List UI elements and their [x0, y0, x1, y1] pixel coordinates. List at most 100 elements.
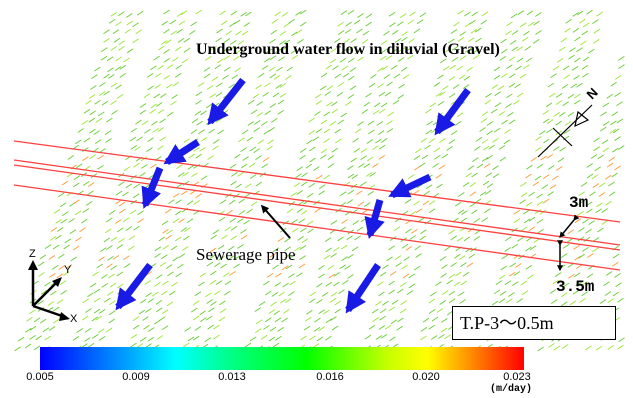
- velocity-vector: [215, 118, 223, 123]
- velocity-vector: [615, 75, 622, 80]
- velocity-vector: [404, 199, 412, 204]
- velocity-vector: [605, 271, 613, 276]
- velocity-vector: [254, 307, 262, 313]
- velocity-vector: [464, 11, 471, 17]
- velocity-vector: [456, 112, 464, 118]
- velocity-vector: [205, 315, 213, 321]
- velocity-vector: [527, 274, 534, 280]
- velocity-vector: [528, 216, 536, 222]
- velocity-vector: [215, 280, 223, 285]
- velocity-vector: [274, 317, 282, 323]
- velocity-vector: [48, 255, 56, 260]
- velocity-vector: [542, 110, 549, 115]
- velocity-vector: [339, 57, 347, 63]
- velocity-vector: [466, 66, 473, 72]
- velocity-vector: [256, 101, 264, 106]
- velocity-vector: [323, 128, 331, 134]
- velocity-vector: [380, 138, 388, 143]
- velocity-vector: [306, 220, 314, 226]
- velocity-vector: [154, 72, 162, 78]
- velocity-vector: [249, 174, 257, 179]
- velocity-vector: [392, 99, 400, 105]
- velocity-vector: [420, 335, 427, 341]
- velocity-vector: [49, 236, 57, 241]
- velocity-vector: [109, 282, 117, 288]
- velocity-vector: [154, 281, 161, 287]
- velocity-vector: [90, 85, 97, 90]
- velocity-vector: [213, 334, 220, 340]
- velocity-vector: [383, 30, 390, 36]
- velocity-vector: [446, 279, 453, 285]
- velocity-vector: [555, 120, 562, 126]
- velocity-vector: [25, 327, 32, 333]
- velocity-vector: [533, 20, 540, 26]
- velocity-vector: [197, 82, 205, 87]
- velocity-vector: [224, 226, 231, 232]
- velocity-vector: [403, 256, 411, 261]
- velocity-vector: [343, 38, 351, 44]
- velocity-vector: [229, 163, 237, 169]
- velocity-vector: [153, 55, 160, 61]
- velocity-vector: [321, 292, 329, 297]
- velocity-vector: [171, 94, 178, 99]
- velocity-vector: [228, 245, 235, 251]
- velocity-vector: [137, 210, 144, 216]
- velocity-vector: [401, 31, 408, 37]
- velocity-vector: [295, 29, 303, 35]
- velocity-vector: [132, 193, 140, 199]
- velocity-vector: [275, 335, 282, 341]
- velocity-vector: [62, 271, 70, 276]
- velocity-vector: [525, 246, 532, 252]
- velocity-vector: [316, 336, 324, 342]
- velocity-vector: [281, 265, 289, 271]
- velocity-vector: [399, 308, 407, 314]
- velocity-vector: [323, 174, 330, 180]
- velocity-vector: [243, 22, 251, 27]
- velocity-vector: [314, 317, 321, 323]
- velocity-vector: [522, 209, 530, 215]
- velocity-vector: [458, 192, 465, 197]
- velocity-vector: [318, 265, 325, 270]
- velocity-vector: [210, 247, 217, 253]
- axes-triad-icon: [28, 260, 70, 321]
- velocity-vector: [586, 9, 593, 15]
- velocity-vector: [182, 171, 189, 177]
- velocity-vector: [64, 238, 72, 244]
- velocity-vector: [245, 11, 252, 17]
- velocity-vector: [246, 136, 254, 142]
- velocity-vector: [318, 309, 325, 315]
- velocity-vector: [110, 82, 118, 88]
- velocity-vector: [144, 280, 151, 285]
- velocity-vector: [612, 261, 619, 267]
- velocity-vector: [296, 190, 303, 195]
- velocity-vector: [154, 84, 161, 89]
- velocity-vector: [108, 318, 115, 324]
- velocity-vector: [398, 83, 405, 89]
- velocity-vector: [528, 21, 535, 27]
- velocity-vector: [279, 92, 287, 98]
- velocity-vector: [263, 325, 270, 330]
- velocity-vector: [293, 182, 301, 188]
- velocity-vector-field: [14, 9, 625, 352]
- velocity-vector: [378, 291, 385, 297]
- velocity-vector: [191, 172, 198, 178]
- velocity-vector: [428, 138, 436, 143]
- velocity-vector: [332, 65, 339, 71]
- velocity-vector: [406, 290, 414, 295]
- velocity-vector: [514, 83, 521, 89]
- velocity-vector: [522, 64, 530, 70]
- velocity-vector: [419, 235, 426, 241]
- velocity-vector: [422, 200, 430, 206]
- velocity-vector: [467, 227, 475, 233]
- velocity-vector: [528, 226, 535, 232]
- velocity-vector: [123, 57, 130, 63]
- velocity-vector: [299, 9, 307, 15]
- velocity-vector: [108, 310, 116, 316]
- velocity-vector: [546, 119, 554, 124]
- velocity-vector: [145, 308, 152, 313]
- velocity-vector: [616, 101, 623, 106]
- velocity-vector: [163, 57, 170, 63]
- velocity-vector: [606, 93, 613, 99]
- velocity-vector: [362, 30, 370, 36]
- velocity-vector: [44, 281, 51, 287]
